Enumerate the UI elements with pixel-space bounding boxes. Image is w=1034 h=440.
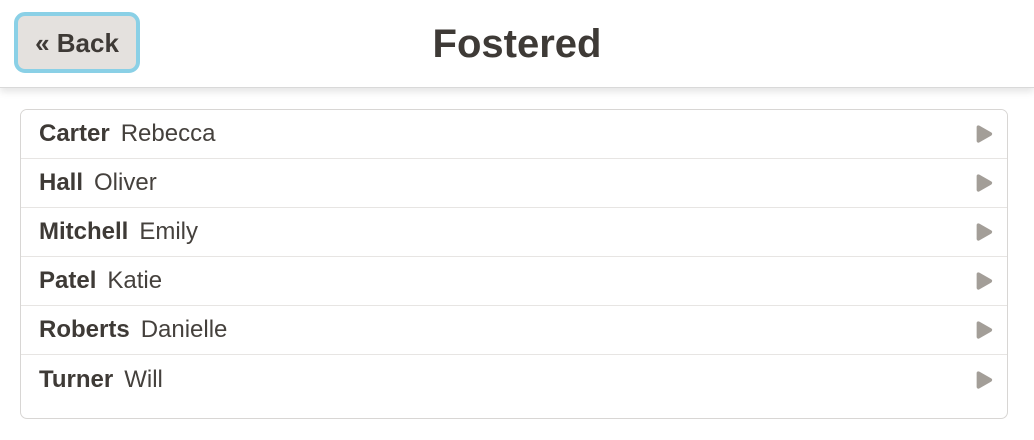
chevron-right-icon: [976, 174, 993, 192]
person-name: Roberts Danielle: [39, 316, 227, 344]
chevron-right-icon: [976, 370, 993, 389]
first-name: Katie: [107, 267, 163, 294]
list-item[interactable]: Patel Katie: [21, 257, 1007, 306]
last-name: Carter: [39, 120, 110, 147]
back-button[interactable]: « Back: [14, 12, 140, 73]
chevron-right-icon: [976, 272, 993, 290]
person-name: Patel Katie: [39, 267, 162, 295]
last-name: Turner: [39, 365, 114, 393]
list-item[interactable]: Roberts Danielle: [21, 306, 1007, 355]
last-name: Patel: [39, 267, 97, 294]
person-name: Carter Rebecca: [39, 120, 215, 148]
first-name: Rebecca: [120, 120, 216, 147]
header: « Back Fostered: [0, 0, 1034, 88]
chevron-right-icon: [976, 223, 993, 241]
last-name: Mitchell: [39, 218, 129, 245]
list-item[interactable]: Mitchell Emily: [21, 208, 1007, 257]
person-name: Mitchell Emily: [39, 218, 198, 246]
person-name: Turner Will: [39, 366, 163, 394]
last-name: Hall: [39, 169, 84, 196]
list-item[interactable]: Turner Will: [21, 355, 1007, 404]
list-item[interactable]: Hall Oliver: [21, 159, 1007, 208]
chevron-right-icon: [976, 321, 993, 339]
chevron-right-icon: [976, 125, 993, 143]
first-name: Danielle: [140, 316, 228, 343]
first-name: Oliver: [94, 169, 157, 196]
fostered-list: Carter Rebecca Hall Oliver Mitchell Emily P…: [20, 109, 1008, 419]
page-title: Fostered: [432, 21, 602, 66]
first-name: Emily: [139, 218, 199, 245]
person-name: Hall Oliver: [39, 169, 157, 197]
list-item[interactable]: Carter Rebecca: [21, 110, 1007, 159]
first-name: Will: [124, 365, 163, 393]
last-name: Roberts: [39, 316, 130, 343]
